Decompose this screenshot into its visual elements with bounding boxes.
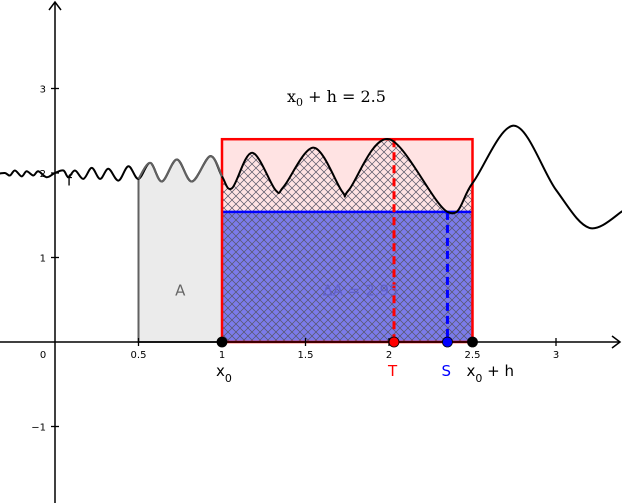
point-S[interactable]	[442, 336, 453, 348]
function-curve-region-a	[137, 155, 223, 183]
point-label-x0h: x0 + h	[467, 362, 515, 385]
delta-area-label: ΔA = 2.95	[323, 282, 399, 300]
x-tick-label: 2.5	[465, 350, 481, 361]
x-tick-label: 1	[219, 350, 225, 361]
formula-lhs: x	[287, 87, 296, 106]
region-a	[137, 155, 223, 343]
formula-rest: + h = 2.5	[303, 87, 386, 106]
x-tick-label: 2	[386, 350, 392, 361]
y-axis-arrow	[48, 0, 62, 11]
x-tick-label: 3	[553, 350, 559, 361]
lower-rectangle-hatch	[222, 211, 473, 342]
x-axis-arrow	[611, 335, 622, 349]
y-tick-label: 1	[40, 254, 46, 265]
point-x0[interactable]	[216, 336, 228, 348]
point-x0h[interactable]	[467, 336, 478, 348]
function-label: f	[67, 172, 73, 190]
x-tick-label: 1.5	[298, 350, 314, 361]
x-tick-label: 0.5	[131, 350, 147, 361]
region-a-label: A	[175, 282, 186, 300]
point-T[interactable]	[388, 336, 400, 348]
origin-label: 0	[40, 350, 46, 361]
function-curve	[0, 124, 622, 230]
point-label-S: S	[441, 362, 451, 380]
formula-text: x0 + h = 2.5	[287, 87, 386, 109]
point-label-x0: x0	[216, 362, 232, 385]
point-label-T: T	[387, 362, 398, 380]
y-tick-label: 3	[40, 85, 46, 96]
formula-subscript: 0	[296, 96, 303, 109]
y-tick-label: −1	[31, 423, 46, 434]
